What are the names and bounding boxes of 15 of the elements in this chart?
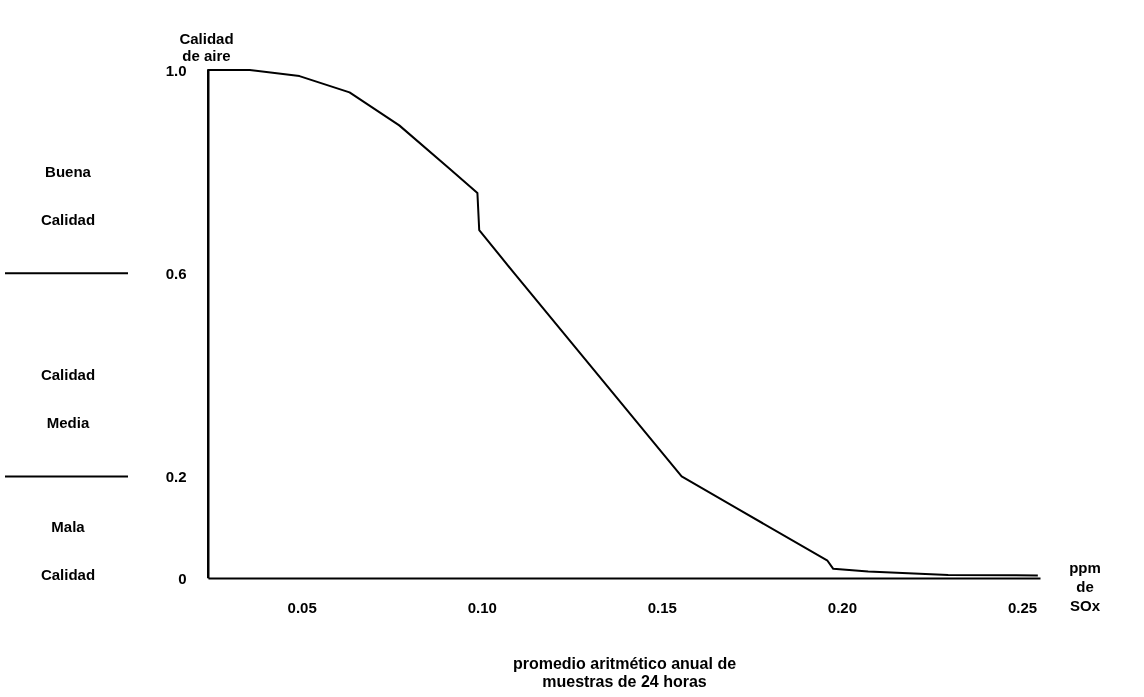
y-tick-label: 0 — [178, 569, 187, 587]
x-tick-label: 0.10 — [467, 598, 497, 616]
x-tick-label: 0.15 — [647, 598, 677, 616]
x-tick-label: 0.20 — [827, 598, 858, 616]
x-tick-label: 0.25 — [1007, 598, 1038, 616]
y-tick-label: 0.6 — [165, 264, 187, 282]
y-tick-label: 1.0 — [165, 61, 187, 79]
y-tick-label: 0.2 — [165, 467, 187, 485]
y-axis-title: Calidad de aire — [179, 29, 234, 64]
x-tick-label: 0.05 — [287, 598, 317, 616]
text: ppm de SOx — [1069, 559, 1101, 614]
text: Mala Calidad — [40, 518, 96, 584]
text: Calidad Media — [40, 365, 96, 431]
x-axis-title: promedio aritmético anual de muestras de 24 horas — [512, 654, 737, 690]
text: Buena Calidad — [40, 162, 96, 228]
